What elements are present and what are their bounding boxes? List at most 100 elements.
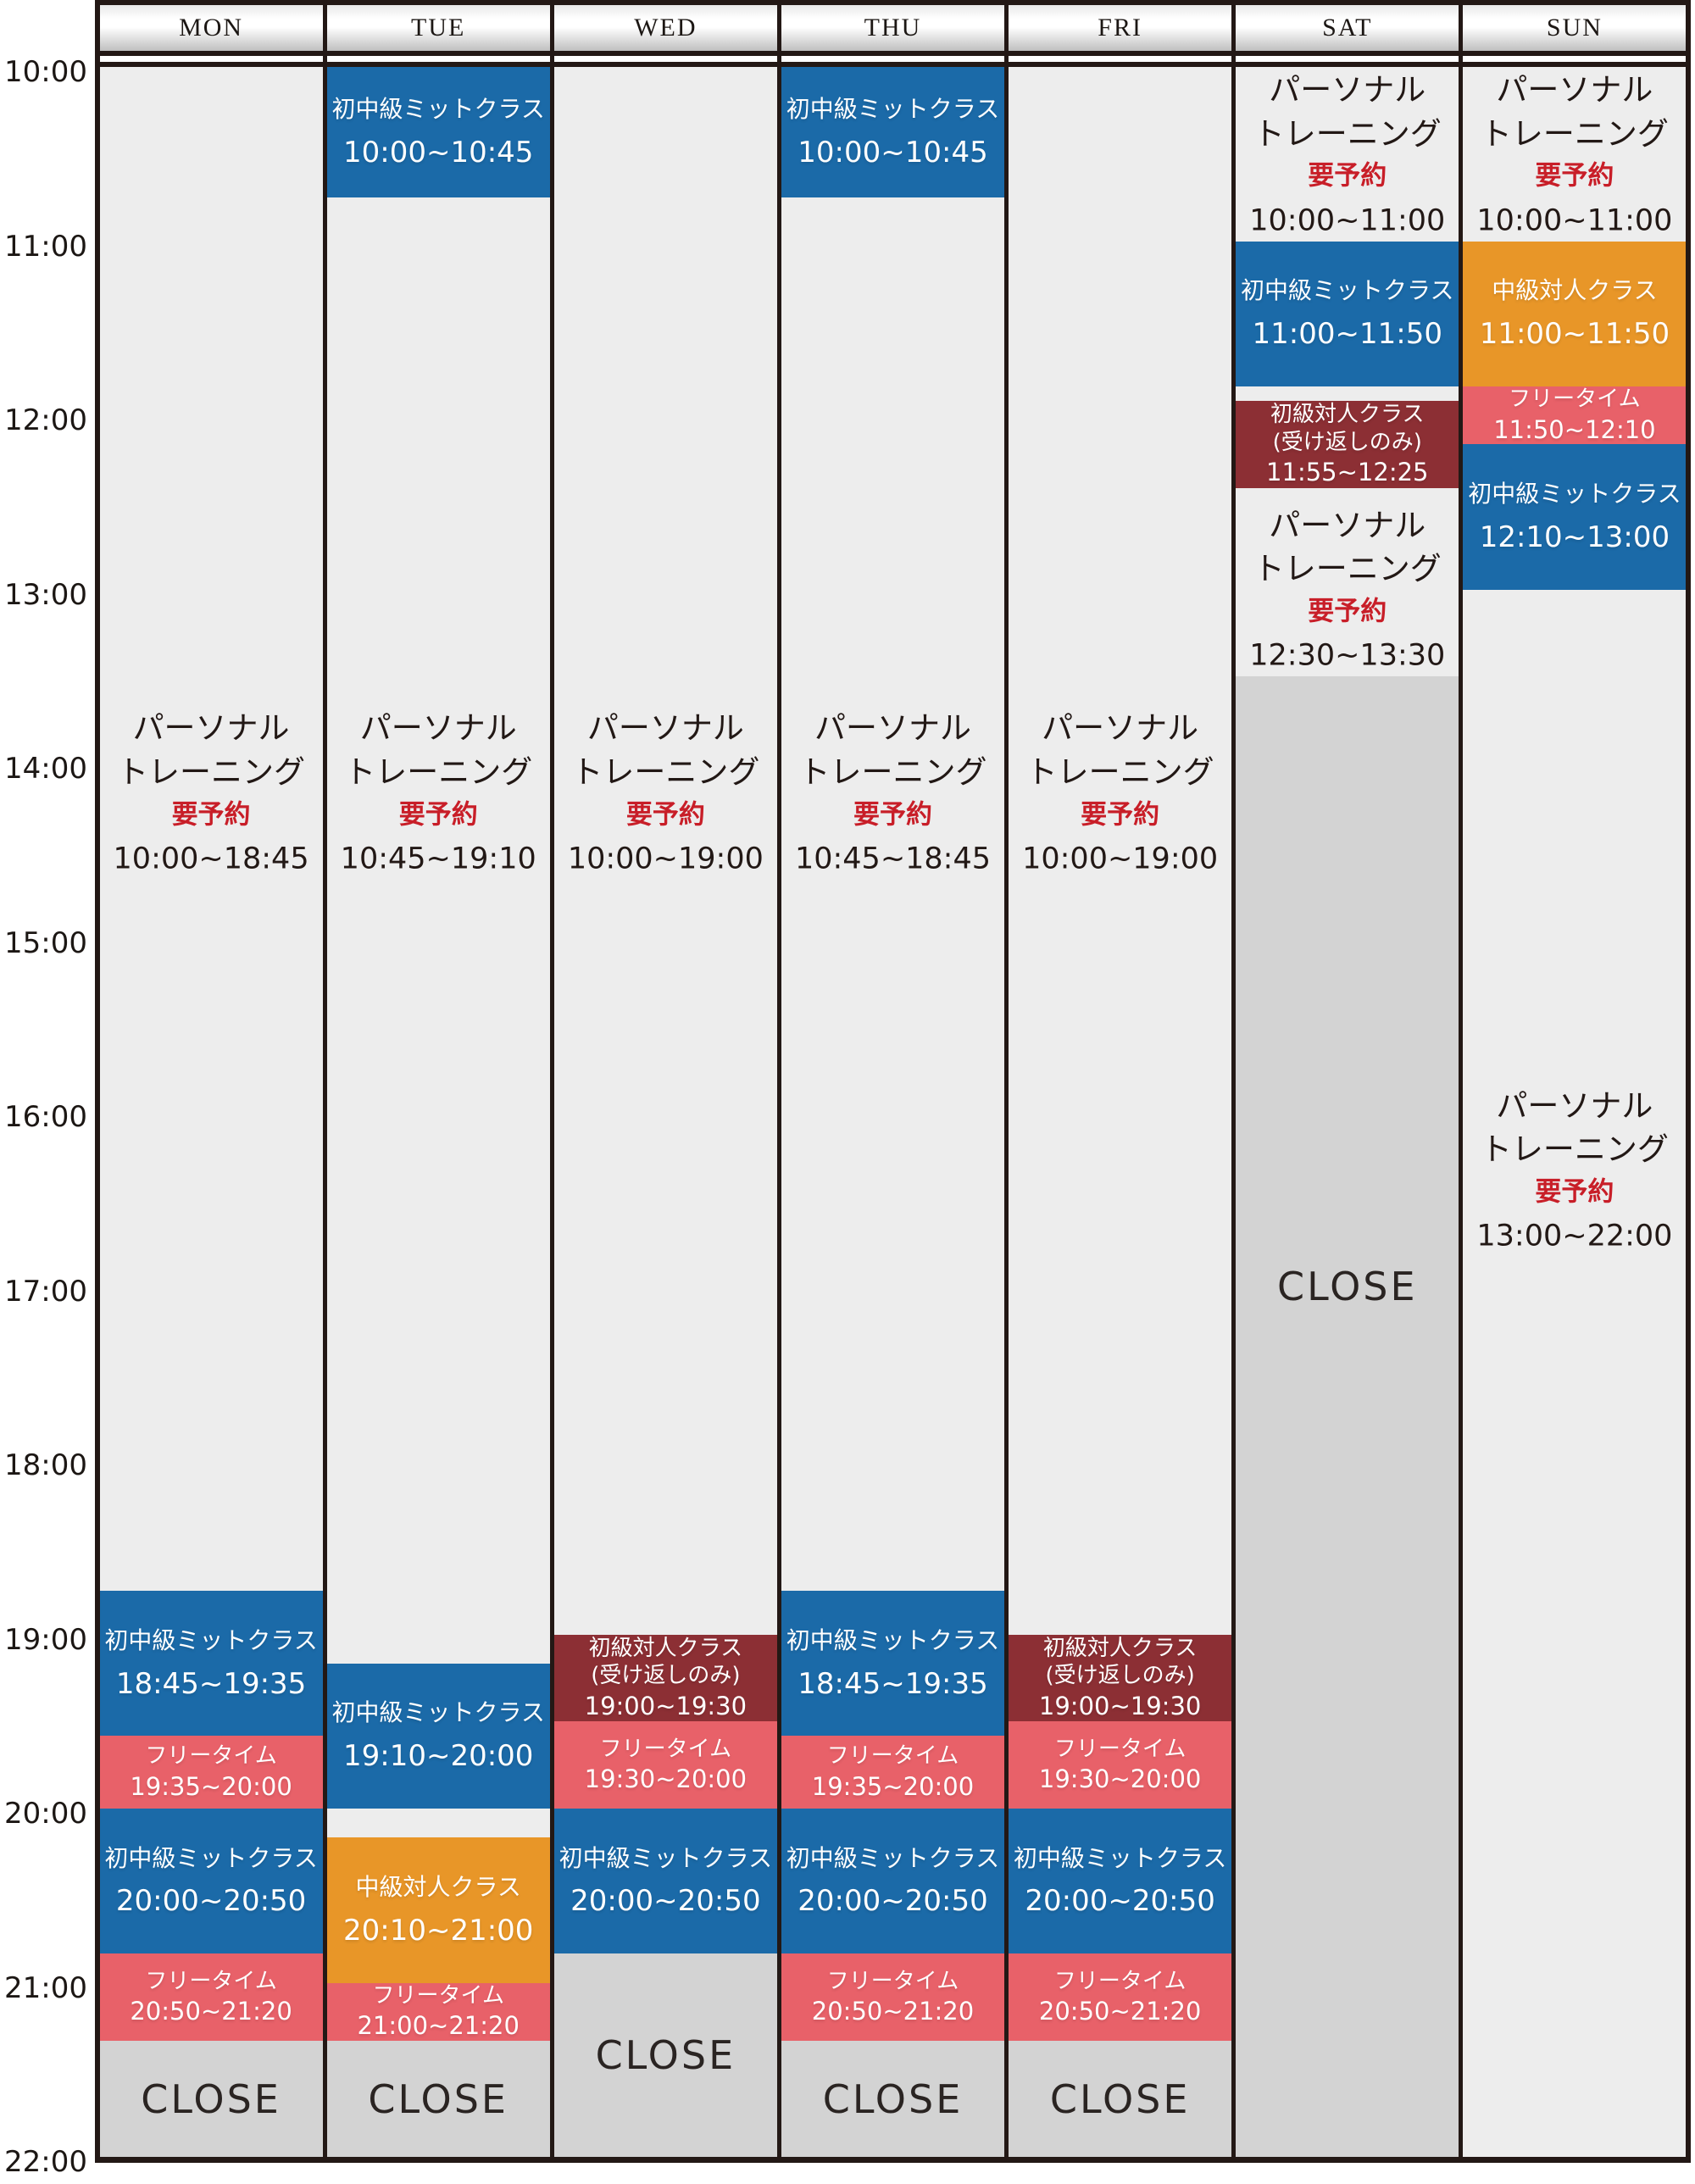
event-text: パーソナル トレーニング 要予約 12:30~13:30 — [1234, 503, 1461, 675]
event-text: フリータイム 19:30~20:00 — [552, 1736, 779, 1795]
day-header-fri: FRI — [1006, 5, 1234, 51]
event-free: フリータイム 19:30~20:00 — [552, 1721, 780, 1809]
event-title: 初中級ミットクラス — [331, 95, 545, 124]
event-title: 初中級ミットクラス — [559, 1843, 773, 1872]
event-title: トレーニング — [1480, 114, 1669, 152]
event-text: フリータイム 11:50~12:10 — [1461, 386, 1688, 445]
event-title: 中級対人クラス — [355, 1872, 521, 1901]
event-title: パーソナル — [1269, 71, 1426, 108]
event-text: フリータイム 19:35~20:00 — [97, 1742, 325, 1802]
event-time: 10:00~19:00 — [567, 842, 764, 876]
event-text: 初中級ミットクラス 20:00~20:50 — [552, 1842, 779, 1920]
event-title: トレーニング — [117, 753, 306, 791]
event-title: フリータイム — [145, 1743, 277, 1770]
grid-top-border — [95, 62, 1691, 67]
event-text: 初中級ミットクラス 10:00~10:45 — [779, 93, 1006, 171]
time-axis-label: 10:00 — [4, 55, 87, 89]
event-time: 19:10~20:00 — [342, 1739, 534, 1774]
time-axis-label: 19:00 — [4, 1622, 87, 1657]
event-free: フリータイム 20:50~21:20 — [97, 1953, 325, 2041]
event-time: 19:35~20:00 — [811, 1771, 975, 1801]
event-text: 初中級ミットクラス 19:10~20:00 — [325, 1697, 552, 1775]
event-personal: パーソナル トレーニング 要予約 10:00~19:00 — [1006, 67, 1234, 1635]
event-title: 初中級ミットクラス — [104, 1625, 318, 1654]
event-text: パーソナル トレーニング 要予約 10:45~18:45 — [779, 707, 1006, 879]
event-time: 11:00~11:50 — [1479, 316, 1670, 351]
event-title: 初中級ミットクラス — [1241, 276, 1454, 305]
event-reserve-note: 要予約 — [1081, 799, 1160, 831]
event-text: フリータイム 20:50~21:20 — [97, 1968, 325, 2027]
event-time: 20:00~20:50 — [797, 1884, 988, 1919]
event-time: 12:10~13:00 — [1479, 520, 1670, 554]
event-reserve-note: 要予約 — [1535, 1176, 1614, 1208]
header-top-border — [95, 0, 1691, 5]
event-taijin_beg: 初級対人クラス (受け返しのみ) 19:00~19:30 — [552, 1634, 780, 1722]
event-subtitle: (受け返しのみ) — [591, 1663, 741, 1689]
event-text: フリータイム 20:50~21:20 — [1007, 1968, 1234, 2027]
event-close-label: CLOSE — [595, 2032, 736, 2079]
event-title: 初級対人クラス — [1042, 1635, 1198, 1661]
event-title: 初級対人クラス — [588, 1635, 743, 1661]
grid-vertical-border — [1459, 0, 1464, 2163]
event-title: トレーニング — [1480, 1131, 1669, 1168]
event-text: パーソナル トレーニング 要予約 10:00~11:00 — [1234, 68, 1461, 240]
event-text: パーソナル トレーニング 要予約 13:00~22:00 — [1461, 1084, 1688, 1256]
event-time: 12:30~13:30 — [1249, 638, 1446, 673]
event-title: フリータイム — [826, 1743, 959, 1770]
event-reserve-note: 要予約 — [171, 799, 251, 831]
grid-vertical-border — [549, 0, 554, 2163]
event-title: フリータイム — [1053, 1968, 1186, 1994]
event-text: パーソナルトレーニング要予約 10:00~18:45 — [97, 707, 325, 879]
time-axis-label: 18:00 — [4, 1448, 87, 1482]
event-taijin_beg: 初級対人クラス (受け返しのみ) 19:00~19:30 — [1006, 1634, 1234, 1722]
time-axis-label: 14:00 — [4, 752, 87, 786]
event-personal: パーソナル トレーニング 要予約 10:45~18:45 — [779, 197, 1007, 1592]
event-title: トレーニング — [1253, 550, 1442, 587]
event-mitt: 初中級ミットクラス 20:00~20:50 — [779, 1809, 1007, 1954]
event-title: パーソナル — [586, 709, 744, 747]
day-header-tue: TUE — [325, 5, 553, 51]
event-time: 20:50~21:20 — [130, 1997, 292, 2026]
event-text: CLOSE — [97, 2076, 325, 2122]
event-title: フリータイム — [145, 1968, 277, 1994]
event-free: フリータイム 20:50~21:20 — [1006, 1953, 1234, 2041]
event-text: フリータイム 20:50~21:20 — [779, 1968, 1006, 2027]
event-time: 19:00~19:30 — [584, 1691, 747, 1720]
event-title: パーソナル — [1042, 709, 1199, 747]
event-text: 初中級ミットクラス 18:45~19:35 — [779, 1625, 1006, 1703]
event-text: 初級対人クラス (受け返しのみ) 19:00~19:30 — [1007, 1635, 1234, 1721]
event-mitt: 初中級ミットクラス 18:45~19:35 — [97, 1591, 325, 1737]
event-title: トレーニング — [1253, 114, 1442, 152]
event-reserve-note: 要予約 — [1308, 596, 1387, 627]
event-text: フリータイム 21:00~21:20 — [325, 1982, 552, 2042]
event-close-label: CLOSE — [1276, 1263, 1418, 1309]
event-text: 初級対人クラス (受け返しのみ) 11:55~12:25 — [1234, 401, 1461, 487]
event-text: 中級対人クラス 11:00~11:50 — [1461, 275, 1688, 353]
event-title: トレーニング — [798, 753, 987, 791]
event-text: 初中級ミットクラス 11:00~11:50 — [1234, 275, 1461, 353]
time-axis-label: 17:00 — [4, 1274, 87, 1309]
event-time: 10:00~10:45 — [797, 135, 988, 169]
time-axis-label: 16:00 — [4, 1100, 87, 1134]
event-time: 19:00~19:30 — [1038, 1691, 1202, 1720]
event-mitt: 初中級ミットクラス 19:10~20:00 — [325, 1663, 553, 1809]
event-title: 初中級ミットクラス — [786, 1625, 1000, 1654]
day-header-mon: MON — [97, 5, 325, 51]
event-taijin_mid: 中級対人クラス 20:10~21:00 — [325, 1837, 553, 1983]
event-title: トレーニング — [571, 753, 760, 791]
event-title: 初級対人クラス — [1270, 402, 1425, 428]
event-title: パーソナル — [132, 709, 290, 747]
event-title: 初中級ミットクラス — [1468, 479, 1681, 508]
event-close-label: CLOSE — [368, 2076, 508, 2122]
event-time: 10:00~18:45 — [113, 842, 309, 876]
event-subtitle: (受け返しのみ) — [1272, 429, 1422, 455]
event-title: 初中級ミットクラス — [1013, 1843, 1227, 1872]
event-text: パーソナル トレーニング 要予約 10:00~11:00 — [1461, 68, 1688, 240]
event-time: 10:00~11:00 — [1249, 203, 1446, 237]
event-taijin_mid: 中級対人クラス 11:00~11:50 — [1460, 241, 1688, 386]
event-text: 初中級ミットクラス 20:00~20:50 — [97, 1842, 325, 1920]
event-text: CLOSE — [1007, 2076, 1234, 2122]
event-close-label: CLOSE — [141, 2076, 281, 2122]
event-personal: パーソナル トレーニング 要予約 10:00~11:00 — [1233, 67, 1461, 242]
